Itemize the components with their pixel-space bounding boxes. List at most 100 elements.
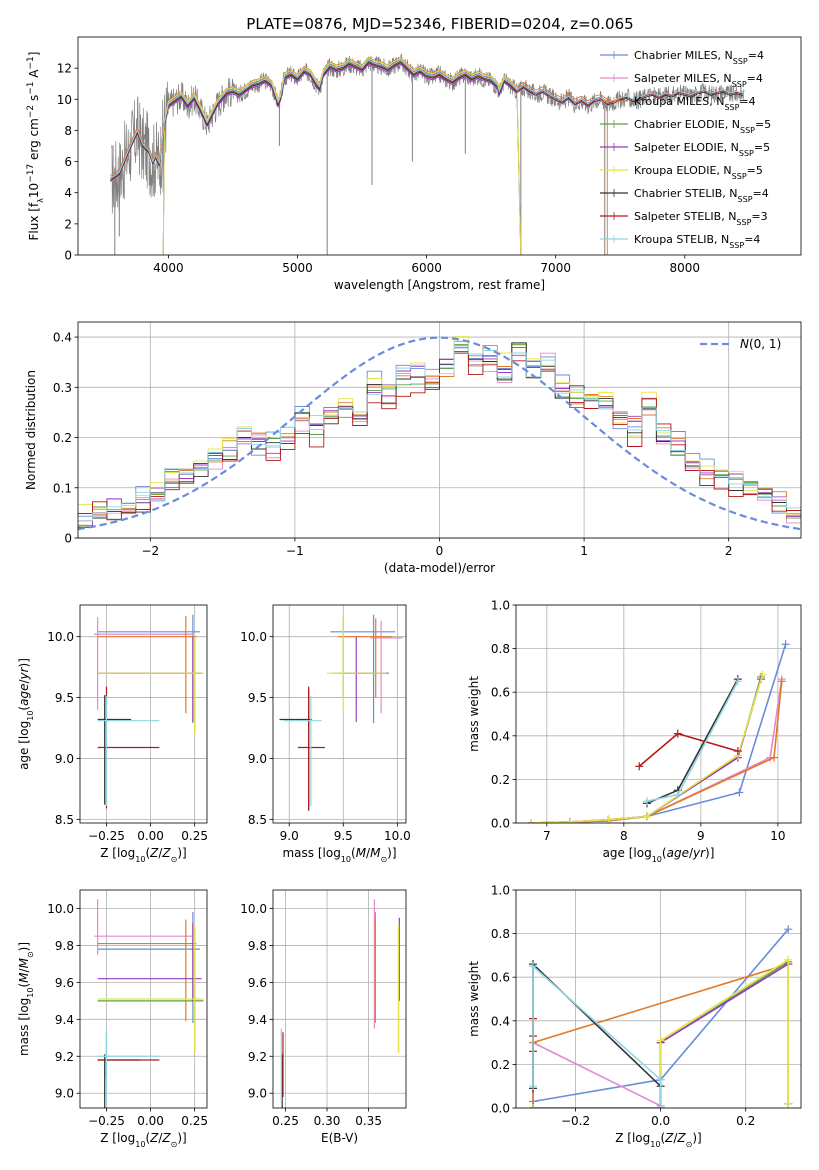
y-tick-label: 0 [64, 532, 72, 546]
x-tick-label: −2 [141, 544, 159, 558]
label-part: ( [145, 1131, 150, 1145]
weight-line [531, 674, 764, 823]
x-tick-label: 0.25 [272, 1114, 299, 1128]
legend-label: Salpeter ELODIE, NSSP=5 [634, 141, 770, 158]
label-part: Flux [f [27, 202, 41, 240]
x-tick-label: 5000 [282, 261, 313, 275]
x-tick-label: 0.30 [314, 1114, 341, 1128]
label-part: )] [705, 846, 714, 860]
label-part: mass weight [467, 961, 481, 1037]
y-tick-label: 0.4 [53, 331, 72, 345]
y-tick-label: 9.0 [248, 1087, 267, 1101]
x-tick-label: 0.35 [355, 1114, 382, 1128]
y-tick-label: 0.6 [491, 971, 510, 985]
y-tick-label: 0.2 [491, 1058, 510, 1072]
x-tick-label: 0.00 [137, 829, 164, 843]
legend-label: Chabrier STELIB, NSSP=4 [634, 187, 769, 204]
label-part: age [17, 684, 31, 706]
label-part: yr [17, 666, 31, 680]
label-part: yr [692, 846, 706, 860]
x-tick-label: 0.25 [181, 829, 208, 843]
label-part: Z [664, 1131, 674, 1145]
label-part: Kroupa MILES, N [634, 95, 724, 108]
label-part: −1 [26, 82, 36, 95]
panel-mass-vs-metallicity: −0.25 0.00 0.259.09.29.49.69.810.0Z [log10… [17, 889, 208, 1149]
weight-line [531, 643, 787, 823]
label-part: SSP [739, 149, 754, 158]
y-tick-label: 6 [64, 155, 72, 169]
y-tick-label: 9.4 [248, 1013, 267, 1027]
y-tick-label: 0.1 [53, 481, 72, 495]
label-part: / [158, 1131, 163, 1145]
y-tick-label: 0.3 [53, 381, 72, 395]
y-tick-label: 9.5 [248, 691, 267, 705]
x-tick-label: 0.25 [181, 1114, 208, 1128]
label-part: Z [676, 1131, 686, 1145]
label-part: ⊙ [171, 855, 178, 864]
y-tick-label: 9.8 [55, 939, 74, 953]
axes-frame [272, 889, 407, 1109]
label-part: ⊙ [686, 1140, 693, 1149]
label-part: / [158, 846, 163, 860]
label-part: =4 [748, 49, 764, 62]
y-tick-label: 0.2 [491, 773, 510, 787]
x-tick-label: −0.25 [88, 829, 125, 843]
label-part: SSP [732, 80, 747, 89]
label-part: (0, 1) [749, 337, 781, 351]
x-tick-label: −1 [286, 544, 304, 558]
label-part: SSP [740, 126, 755, 135]
label-part: ( [17, 983, 31, 988]
model-kroupa-miles [110, 56, 608, 255]
label-part: Chabrier STELIB, N [634, 187, 738, 200]
y-tick-label: 0.0 [491, 817, 510, 831]
label-part: s [27, 95, 41, 105]
y-tick-label: 9.2 [55, 1050, 74, 1064]
label-part: Salpeter STELIB, N [634, 210, 736, 223]
x-tick-label: 9.5 [334, 829, 353, 843]
plot-area [94, 899, 204, 1108]
label-part: age [log [603, 846, 652, 860]
axes-frame [79, 604, 208, 824]
label-part: (data-model)/error [384, 561, 495, 575]
label-part: 10 [135, 855, 145, 864]
axes-frame [79, 889, 208, 1109]
label-part: =4 [739, 95, 755, 108]
label-part: ( [145, 846, 150, 860]
label-part: erg cm [27, 118, 41, 164]
x-axis-label: Z [log10(Z/Z⊙)] [100, 1131, 186, 1149]
x-axis-label: mass [log10(M/M⊙)] [282, 846, 396, 864]
panel-mass-weight-vs-metallicity: −0.2 0.0 0.20.00.20.40.60.81.0Z [log10(Z/Z… [467, 884, 802, 1149]
y-tick-label: 4 [64, 186, 72, 200]
label-part: )] [177, 846, 186, 860]
label-part: Kroupa STELIB, N [634, 233, 729, 246]
label-part: Z [log [615, 1131, 650, 1145]
x-tick-label: 8000 [670, 261, 701, 275]
x-axis-label: E(B-V) [321, 1131, 358, 1145]
label-part: Salpeter ELODIE, N [634, 141, 739, 154]
label-part: λ [36, 198, 45, 203]
y-tick-label: 2 [64, 217, 72, 231]
y-tick-label: 9.6 [55, 976, 74, 990]
y-tick-label: 8.5 [55, 813, 74, 827]
label-part: / [17, 679, 31, 684]
label-part: =4 [753, 187, 769, 200]
label-part: =4 [747, 72, 763, 85]
y-tick-label: 9.6 [248, 976, 267, 990]
x-tick-label: 10.0 [384, 829, 411, 843]
x-axis-label: wavelength [Angstrom, rest frame] [334, 278, 545, 292]
label-part: mass [log [282, 846, 340, 860]
label-part: Normed distribution [24, 370, 38, 490]
label-part: N [740, 337, 749, 351]
label-part: ( [662, 846, 667, 860]
y-tick-label: 9.8 [248, 939, 267, 953]
x-tick-label: 7 [543, 829, 551, 843]
model-kroupa-elodie [162, 57, 522, 255]
x-tick-label: 1 [580, 544, 588, 558]
label-part: E(B-V) [321, 1131, 358, 1145]
y-tick-label: 10.0 [47, 902, 74, 916]
legend-label: Salpeter STELIB, NSSP=3 [634, 210, 768, 227]
label-part: Salpeter MILES, N [634, 72, 732, 85]
legend-label: Chabrier MILES, NSSP=4 [634, 49, 764, 66]
